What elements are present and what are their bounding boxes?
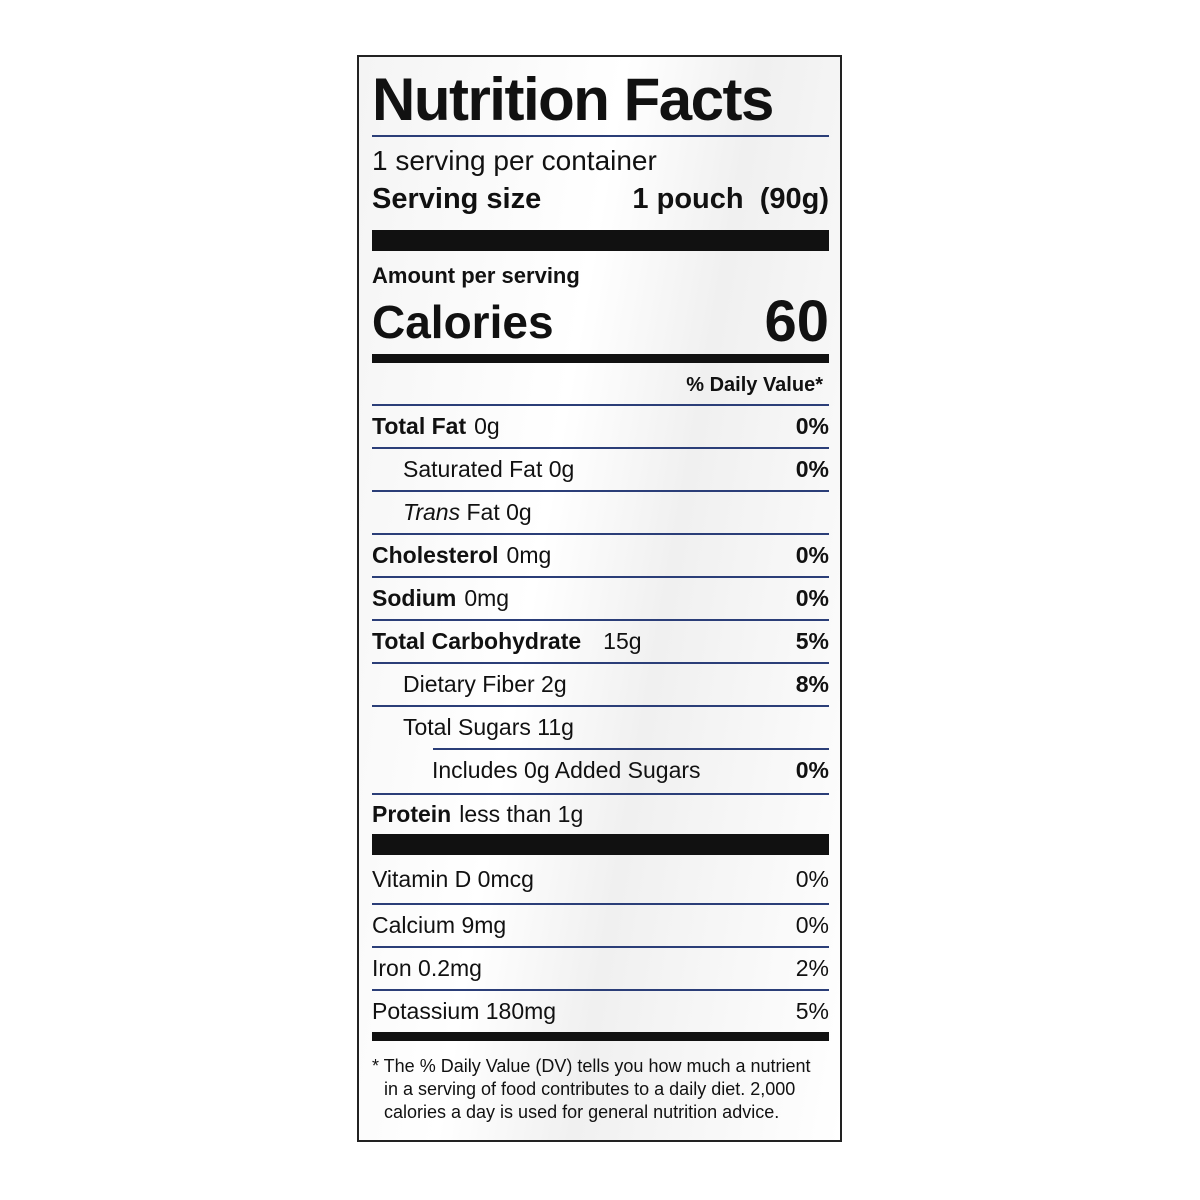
vitamin-label: Vitamin D 0mcg bbox=[372, 865, 534, 892]
vitamin-label: Potassium 180mg bbox=[372, 998, 557, 1024]
medium-bar bbox=[372, 354, 829, 363]
nutrient-row-total-carbohydrate: Total Carbohydrate 15g 5% bbox=[372, 619, 829, 662]
nutrient-dv: 0% bbox=[795, 456, 829, 482]
nutrient-row-protein: Protein less than 1g bbox=[372, 793, 829, 834]
serving-size-label: Serving size bbox=[372, 183, 542, 215]
daily-value-header: % Daily Value* bbox=[686, 374, 823, 396]
medium-bar bbox=[372, 1032, 829, 1041]
serving-size-value: 1 pouch (90g) bbox=[632, 183, 829, 215]
nutrient-amount: 0g bbox=[474, 413, 500, 439]
nutrient-row-trans-fat: Trans Fat 0g bbox=[372, 490, 829, 533]
calories-label: Calories bbox=[372, 295, 554, 348]
vitamin-label: Iron 0.2mg bbox=[372, 955, 482, 981]
nutrient-label: Protein bbox=[372, 801, 452, 827]
nutrient-amount: 0mg bbox=[506, 542, 552, 568]
nutrient-row-cholesterol: Cholesterol 0mg 0% bbox=[372, 533, 829, 576]
nutrient-label: Sodium bbox=[372, 585, 457, 611]
vitamin-label: Calcium 9mg bbox=[372, 912, 507, 938]
nutrient-dv: 5% bbox=[795, 628, 829, 654]
footnote: * The % Daily Value (DV) tells you how m… bbox=[372, 1041, 829, 1124]
vitamin-dv: 5% bbox=[795, 998, 829, 1024]
thick-bar bbox=[372, 834, 829, 855]
nutrient-label: Saturated Fat 0g bbox=[403, 456, 575, 482]
calories-value: 60 bbox=[764, 289, 829, 354]
nutrient-label-italic: Trans bbox=[403, 499, 461, 525]
vitamin-dv: 0% bbox=[795, 912, 829, 938]
nutrient-row-added-sugars: Includes 0g Added Sugars 0% bbox=[372, 748, 829, 793]
vitamin-dv: 2% bbox=[795, 955, 829, 981]
nutrient-row-saturated-fat: Saturated Fat 0g 0% bbox=[372, 447, 829, 490]
amount-per-serving: Amount per serving bbox=[372, 263, 580, 288]
divider bbox=[372, 135, 829, 137]
nutrient-dv: 0% bbox=[795, 585, 829, 611]
nutrient-dv: 0% bbox=[795, 757, 829, 783]
footnote-text: * The % Daily Value (DV) tells you how m… bbox=[372, 1056, 811, 1122]
nutrient-label: Dietary Fiber 2g bbox=[403, 671, 567, 697]
nutrient-label: Total Sugars 11g bbox=[403, 714, 574, 740]
vitamin-dv: 0% bbox=[795, 865, 829, 892]
nutrition-facts-label: Nutrition Facts 1 serving per container … bbox=[357, 55, 842, 1142]
nutrient-amount: 15g bbox=[603, 628, 642, 654]
vitamin-row-calcium: Calcium 9mg 0% bbox=[372, 903, 829, 946]
vitamin-row-iron: Iron 0.2mg 2% bbox=[372, 946, 829, 989]
nutrient-amount: 0mg bbox=[464, 585, 510, 611]
vitamin-row-vitamin-d: Vitamin D 0mcg 0% bbox=[372, 855, 829, 903]
nutrient-row-total-sugars: Total Sugars 11g bbox=[372, 705, 829, 748]
nutrient-row-sodium: Sodium 0mg 0% bbox=[372, 576, 829, 619]
serving-size: Serving size 1 pouch (90g) bbox=[372, 180, 829, 218]
servings-per-container: 1 serving per container bbox=[372, 145, 657, 176]
nutrient-label: Total Carbohydrate bbox=[372, 628, 582, 654]
nutrient-row-total-fat: Total Fat 0g 0% bbox=[372, 404, 829, 447]
label-title: Nutrition Facts bbox=[372, 66, 774, 133]
nutrient-dv: 0% bbox=[795, 542, 829, 568]
calories-row: Calories 60 bbox=[372, 289, 829, 354]
nutrient-amount: less than 1g bbox=[459, 801, 584, 827]
thick-bar bbox=[372, 230, 829, 251]
nutrient-label: Cholesterol bbox=[372, 542, 499, 568]
nutrient-label: Includes 0g Added Sugars bbox=[432, 757, 701, 783]
nutrient-label: Fat 0g bbox=[466, 499, 532, 525]
nutrient-dv: 8% bbox=[795, 671, 829, 697]
nutrient-row-dietary-fiber: Dietary Fiber 2g 8% bbox=[372, 662, 829, 705]
vitamin-row-potassium: Potassium 180mg 5% bbox=[372, 989, 829, 1032]
nutrient-dv: 0% bbox=[795, 413, 829, 439]
nutrient-label: Total Fat bbox=[372, 413, 467, 439]
